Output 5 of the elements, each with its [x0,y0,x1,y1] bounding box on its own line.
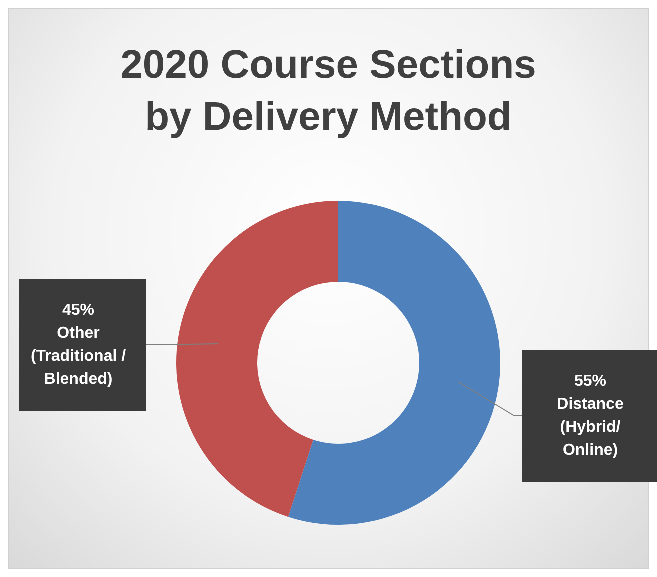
slice-label: Other (Traditional / Blended) [30,324,127,388]
chart-title: 2020 Course Sections by Delivery Method [120,42,538,141]
slice-label: Distance (Hybrid/ Online) [557,396,624,459]
data-label: 55% [574,372,607,390]
data-label: 45% [62,302,95,319]
